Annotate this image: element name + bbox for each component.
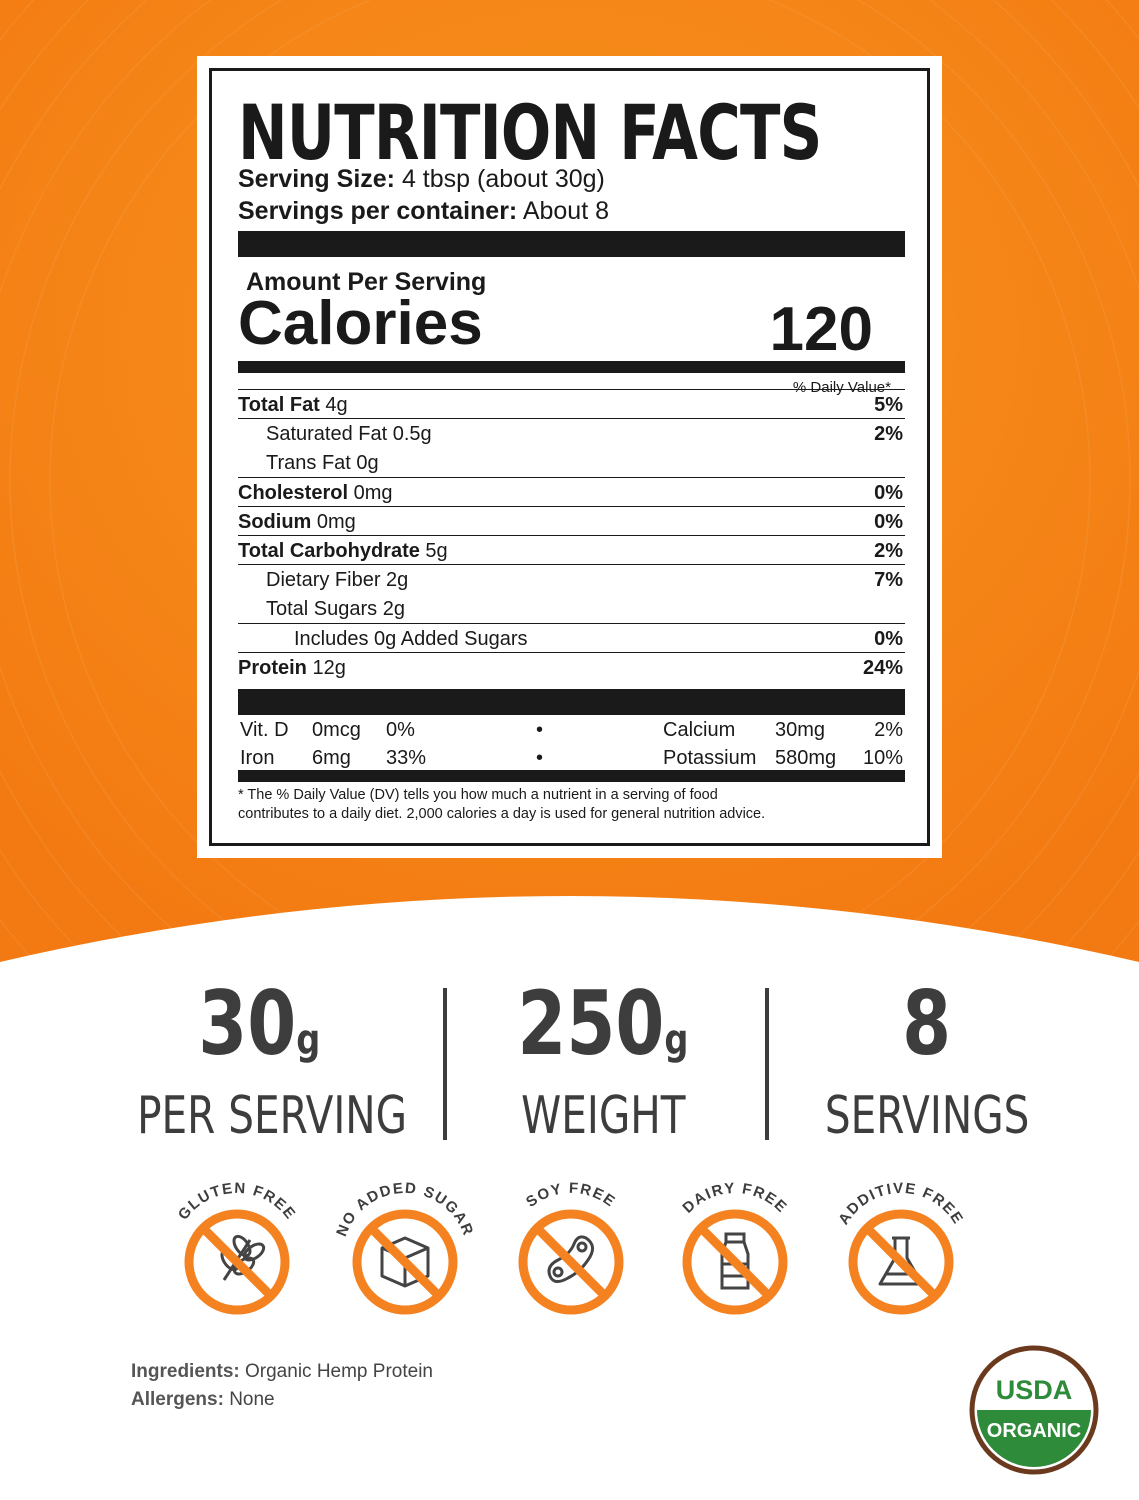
usda-organic-seal: USDA ORGANIC [969, 1345, 1099, 1475]
stat-per-serving: 30g PER SERVING [137, 972, 408, 1146]
nutrient-daily-value: 0% [874, 510, 903, 533]
nutrient-name: Cholesterol 0mg [238, 481, 393, 504]
additive-free-badge: ADDITIVE FREE [835, 1180, 967, 1315]
nutrition-title: NUTRITION FACTS [238, 88, 822, 177]
no-added-sugar-badge: NO ADDED SUGAR [333, 1180, 477, 1315]
nutrient-row: Saturated Fat 0.5g 2% [238, 420, 905, 448]
nutrient-row: Includes 0g Added Sugars 0% [238, 625, 905, 653]
amount-per-serving: Amount Per Serving [246, 268, 487, 296]
gluten-free-badge: GLUTEN FREE [175, 1180, 298, 1315]
nutrient-name: Saturated Fat 0.5g [266, 423, 432, 446]
nutrient-name: Total Carbohydrate 5g [238, 540, 448, 562]
vitamin-n1: Iron [240, 747, 275, 769]
dairy-free-badge: DAIRY FREE [679, 1180, 789, 1315]
nutrient-name: Sodium 0mg [238, 510, 356, 533]
vitamin-a2: 580mg [775, 747, 837, 769]
nutrient-name: Includes 0g Added Sugars [294, 627, 528, 650]
thick-divider [238, 689, 905, 715]
stat-divider [765, 988, 769, 1140]
nutrient-name: Dietary Fiber 2g [266, 569, 409, 592]
nutrient-daily-value: 7% [874, 569, 903, 592]
vitamin-n1: Vit. D [240, 719, 289, 741]
row-divider [238, 622, 905, 624]
row-divider [238, 418, 905, 420]
vitamin-dot: • [536, 719, 544, 741]
stat-weight: 250g WEIGHT [517, 972, 689, 1146]
nutrient-row: Trans Fat 0g [238, 449, 905, 477]
nutrient-row: Total Carbohydrate 5g 2% [238, 537, 905, 565]
row-divider [238, 651, 905, 653]
nutrient-name: Total Fat 4g [238, 394, 348, 416]
medium-divider [238, 770, 905, 782]
nutrient-row: Total Sugars 2g [238, 595, 905, 623]
calories-label: Calories [238, 289, 483, 358]
calories-value: 120 [769, 295, 873, 364]
nutrient-daily-value: 0% [874, 627, 903, 650]
servings-per-container: Servings per container: About 8 [238, 197, 609, 225]
nutrient-row: Cholesterol 0mg 0% [238, 479, 905, 507]
vitamin-a1: 0mcg [312, 719, 361, 741]
nutrient-row: Protein 12g 24% [238, 654, 905, 682]
vitamin-n2: Calcium [663, 719, 736, 741]
svg-text:ORGANIC: ORGANIC [987, 1420, 1081, 1442]
stat-divider [443, 988, 447, 1140]
soybean-icon [547, 1235, 594, 1283]
nutrient-daily-value: 2% [874, 423, 903, 446]
ingredients: Ingredients: Organic Hemp Protein [131, 1361, 433, 1382]
nutrition-facts-label: NUTRITION FACTS Serving Size: 4 tbsp (ab… [197, 56, 942, 858]
vitamin-p1: 33% [386, 747, 427, 769]
nutrient-name: Trans Fat 0g [266, 452, 379, 475]
svg-text:USDA: USDA [996, 1375, 1073, 1405]
daily-value-header: % Daily Value* [792, 379, 891, 396]
vitamin-n2: Potassium [663, 747, 757, 769]
vitamin-a1: 6mg [312, 747, 351, 769]
vitamin-a2: 30mg [775, 719, 826, 741]
soy-free-badge: SOY FREE [518, 1180, 624, 1315]
nutrient-row: Dietary Fiber 2g 7% [238, 566, 905, 594]
svg-text:NO ADDED SUGAR: NO ADDED SUGAR [333, 1180, 477, 1239]
nutrient-row: Sodium 0mg 0% [238, 508, 905, 536]
stat-servings: 8 SERVINGS [824, 972, 1030, 1146]
nutrient-name: Total Sugars 2g [266, 598, 405, 621]
vitamin-p2: 2% [874, 719, 903, 741]
row-divider [238, 535, 905, 536]
nutrient-row: Total Fat 4g 5% [238, 391, 905, 419]
vitamin-p2: 10% [862, 747, 903, 769]
vitamin-dot: • [536, 747, 544, 769]
row-divider [238, 389, 905, 390]
thick-divider [238, 231, 905, 257]
allergens: Allergens: None [131, 1389, 275, 1410]
serving-size: Serving Size: 4 tbsp (about 30g) [238, 165, 605, 193]
footnote: * The % Daily Value (DV) tells you how m… [238, 787, 766, 822]
row-divider [238, 564, 905, 566]
nutrient-daily-value: 2% [874, 540, 903, 562]
svg-text:SOY FREE: SOY FREE [523, 1180, 619, 1211]
medium-divider [238, 361, 905, 373]
row-divider [238, 505, 905, 507]
nutrient-daily-value: 0% [874, 481, 903, 504]
svg-text:ADDITIVE FREE: ADDITIVE FREE [835, 1180, 967, 1228]
nutrient-daily-value: 24% [862, 656, 903, 679]
nutrient-name: Protein 12g [238, 656, 346, 679]
row-divider [238, 476, 905, 478]
nutrient-daily-value: 5% [874, 394, 903, 416]
vitamin-row: Vit. D 0mcg 0% • Calcium 30mg 2% [238, 716, 905, 744]
vitamin-row: Iron 6mg 33% • Potassium 580mg 10% [238, 744, 905, 772]
vitamin-p1: 0% [386, 719, 415, 741]
